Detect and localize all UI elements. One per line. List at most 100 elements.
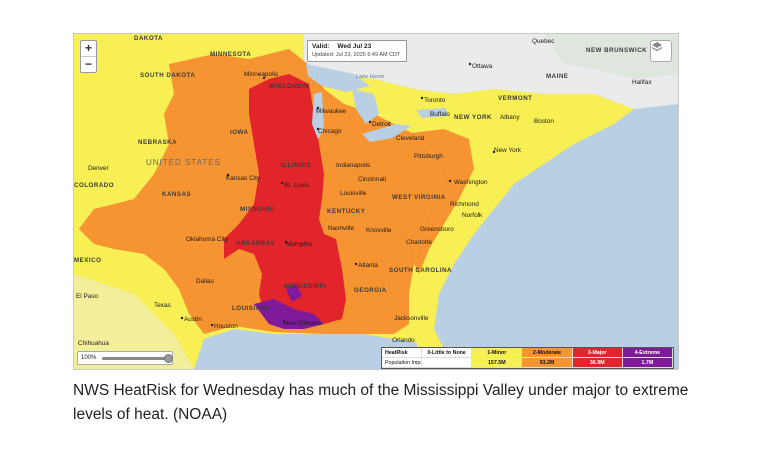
svg-text:WEST VIRGINIA: WEST VIRGINIA — [392, 194, 446, 201]
svg-text:Cleveland: Cleveland — [396, 135, 425, 142]
svg-text:Albany: Albany — [500, 114, 520, 121]
svg-text:Detroit: Detroit — [372, 121, 391, 128]
svg-text:MAINE: MAINE — [546, 73, 568, 80]
svg-text:Knoxville: Knoxville — [366, 227, 392, 234]
opacity-fill — [102, 356, 169, 360]
svg-text:Pittsburgh: Pittsburgh — [414, 153, 443, 160]
svg-text:LOUISIANA: LOUISIANA — [232, 305, 271, 312]
svg-text:Cincinnati: Cincinnati — [358, 176, 386, 183]
svg-text:NEBRASKA: NEBRASKA — [138, 139, 177, 146]
svg-text:Houston: Houston — [214, 323, 238, 330]
layers-button[interactable] — [650, 40, 672, 62]
svg-text:El Paso: El Paso — [76, 293, 98, 300]
svg-text:Jacksonville: Jacksonville — [394, 315, 429, 322]
city-markers — [180, 62, 496, 327]
svg-text:Memphis: Memphis — [286, 241, 312, 248]
legend-level-0: 0-Little to None — [422, 348, 473, 358]
mexico-land — [74, 274, 194, 369]
svg-text:Orlando: Orlando — [392, 337, 415, 344]
opacity-control: 100% — [77, 351, 174, 365]
valid-label: Valid: — [312, 43, 330, 50]
svg-text:Chicago: Chicago — [318, 128, 342, 135]
svg-text:Oklahoma City: Oklahoma City — [186, 236, 229, 243]
svg-text:Austin: Austin — [184, 316, 202, 323]
svg-text:Norfolk: Norfolk — [462, 212, 483, 219]
svg-text:Toronto: Toronto — [424, 97, 446, 104]
svg-text:Halifax: Halifax — [632, 79, 652, 86]
legend-population-3: 36.9M — [572, 358, 623, 368]
lake-erie — [362, 124, 412, 142]
zoom-control: + − — [80, 40, 97, 73]
updated-time: Updated: Jul 23, 2025 6:49 AM CDT — [312, 52, 401, 58]
svg-text:Atlanta: Atlanta — [358, 262, 378, 269]
svg-text:KANSAS: KANSAS — [162, 191, 191, 198]
svg-text:MISSISSIPPI: MISSISSIPPI — [284, 283, 326, 290]
opacity-slider[interactable] — [102, 353, 174, 363]
svg-text:Denver: Denver — [88, 165, 109, 172]
heatrisk-moderate-east — [404, 129, 474, 274]
svg-text:St. Louis: St. Louis — [284, 182, 309, 189]
svg-text:Ottawa: Ottawa — [472, 63, 493, 70]
svg-text:MISSOURI: MISSOURI — [240, 206, 275, 213]
svg-text:IOWA: IOWA — [230, 129, 249, 136]
svg-text:Nashville: Nashville — [328, 225, 354, 232]
svg-text:Chihuahua: Chihuahua — [78, 340, 109, 347]
svg-text:WISCONSIN: WISCONSIN — [269, 83, 309, 90]
gulf-of-mexico — [194, 329, 424, 369]
heatrisk-major-zone — [224, 74, 346, 326]
heatrisk-extreme-spot — [286, 284, 302, 302]
lake-ontario — [416, 108, 448, 118]
svg-text:Quebec: Quebec — [532, 38, 555, 45]
map-labels: DAKOTA MINNESOTA SOUTH DAKOTA WISCONSIN … — [74, 35, 652, 347]
svg-text:Richmond: Richmond — [450, 201, 479, 208]
heatrisk-extreme-zone — [254, 299, 324, 329]
svg-text:SOUTH CAROLINA: SOUTH CAROLINA — [389, 267, 452, 274]
legend-level-2: 2-Moderate — [522, 348, 573, 358]
svg-text:UNITED STATES: UNITED STATES — [146, 158, 221, 167]
quebec-land — [544, 34, 678, 79]
svg-text:Boston: Boston — [534, 118, 554, 125]
legend-level-1: 1-Minor — [472, 348, 523, 358]
legend-level-3: 3-Major — [572, 348, 623, 358]
svg-text:SOUTH DAKOTA: SOUTH DAKOTA — [140, 72, 195, 79]
svg-text:ILLINOIS: ILLINOIS — [281, 162, 311, 169]
svg-text:New Orleans: New Orleans — [284, 320, 321, 327]
heatrisk-map[interactable]: DAKOTA MINNESOTA SOUTH DAKOTA WISCONSIN … — [73, 33, 679, 370]
svg-text:Washington: Washington — [454, 179, 488, 186]
svg-text:Charlotte: Charlotte — [406, 239, 432, 246]
svg-text:Kansas City: Kansas City — [226, 175, 261, 182]
legend-population-1: 157.5M — [472, 358, 523, 368]
svg-text:Louisville: Louisville — [340, 190, 367, 197]
svg-text:New York: New York — [494, 147, 522, 154]
svg-text:Dallas: Dallas — [196, 278, 214, 285]
heatrisk-legend: HeatRisk 0-Little to None 1-Minor 2-Mode… — [381, 347, 674, 369]
svg-text:Buffalo: Buffalo — [430, 111, 450, 118]
svg-text:NEW BRUNSWICK: NEW BRUNSWICK — [586, 47, 647, 54]
svg-text:Minneapolis: Minneapolis — [244, 71, 278, 78]
opacity-label: 100% — [81, 355, 97, 361]
legend-population-label: Population Impacted — [382, 358, 422, 368]
legend-population-2: 93.2M — [522, 358, 573, 368]
svg-text:Indianapolis: Indianapolis — [336, 162, 370, 169]
valid-date: Wed Jul 23 — [337, 43, 372, 50]
svg-text:GEORGIA: GEORGIA — [354, 287, 387, 294]
svg-text:ARKANSAS: ARKANSAS — [236, 240, 275, 247]
map-canvas[interactable]: DAKOTA MINNESOTA SOUTH DAKOTA WISCONSIN … — [74, 34, 678, 369]
svg-text:Lake Huron: Lake Huron — [356, 74, 384, 80]
svg-text:VERMONT: VERMONT — [498, 95, 532, 102]
zoom-in-button[interactable]: + — [84, 41, 92, 55]
svg-text:NEW YORK: NEW YORK — [454, 114, 492, 121]
layers-icon — [651, 42, 663, 52]
svg-text:Texas: Texas — [154, 302, 171, 309]
legend-population-0 — [422, 358, 473, 368]
opacity-slider-handle[interactable] — [164, 353, 174, 363]
svg-text:COLORADO: COLORADO — [74, 182, 114, 189]
svg-text:Greensboro: Greensboro — [420, 226, 454, 233]
svg-text:DAKOTA: DAKOTA — [134, 35, 163, 42]
zoom-out-button[interactable]: − — [81, 56, 96, 72]
valid-time-box: Valid: Wed Jul 23 Updated: Jul 23, 2025 … — [307, 40, 407, 62]
lake-michigan — [312, 92, 324, 139]
svg-text:KENTUCKY: KENTUCKY — [327, 208, 366, 215]
lake-superior — [306, 64, 370, 92]
image-caption: NWS HeatRisk for Wednesday has much of t… — [73, 382, 689, 423]
